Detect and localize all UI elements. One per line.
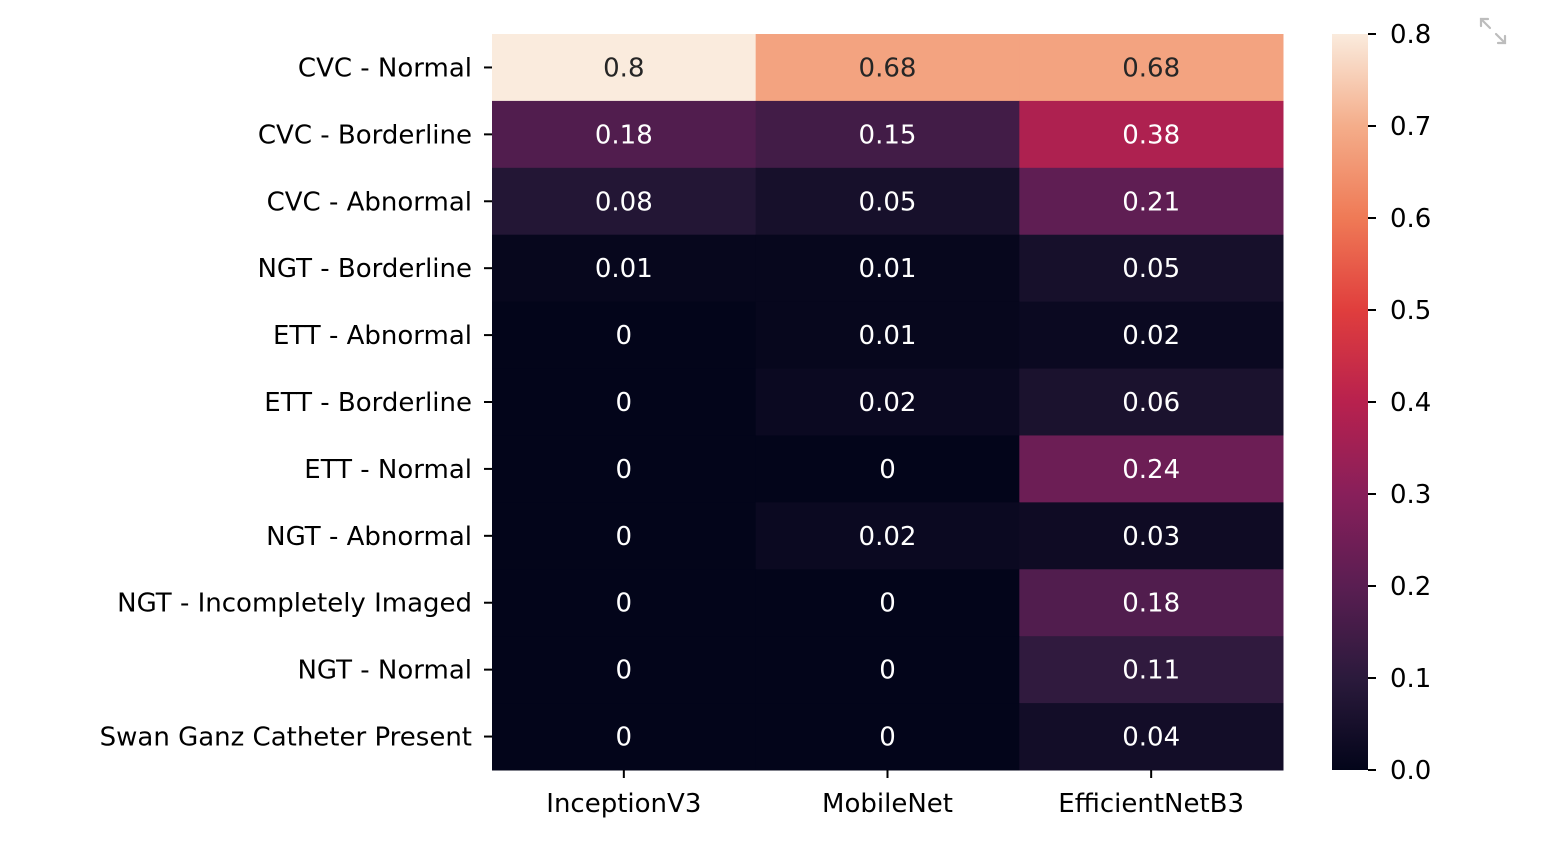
cell-value-label: 0.01 xyxy=(859,321,917,351)
cell-value-label: 0 xyxy=(616,455,633,485)
heatmap-cell xyxy=(1019,368,1284,436)
cell-value-label: 0.02 xyxy=(1122,321,1180,351)
heatmap-cell xyxy=(1019,435,1284,503)
y-tick-label: NGT - Abnormal xyxy=(266,522,472,552)
cell-value-label: 0.02 xyxy=(859,388,917,418)
y-tick-label: NGT - Borderline xyxy=(257,254,472,284)
heatmap-cell xyxy=(755,636,1020,704)
heatmap-cell xyxy=(492,234,757,303)
y-tick-label: ETT - Borderline xyxy=(264,388,472,418)
cell-value-label: 0.08 xyxy=(595,187,653,217)
cell-value-label: 0.04 xyxy=(1122,723,1180,753)
colorbar-tick-label: 0.5 xyxy=(1390,296,1431,326)
y-tick-label: NGT - Normal xyxy=(297,656,472,686)
cell-value-label: 0.68 xyxy=(1122,53,1180,83)
heatmap-cell xyxy=(492,502,757,570)
colorbar-tick-label: 0.6 xyxy=(1390,204,1431,234)
heatmap-cell xyxy=(492,435,757,503)
heatmap-cell xyxy=(755,234,1020,303)
heatmap-cell xyxy=(492,569,757,637)
x-tick-label: MobileNet xyxy=(822,789,953,819)
heatmap-cell xyxy=(492,301,757,370)
cell-value-label: 0 xyxy=(616,388,633,418)
heatmap-cell xyxy=(1019,703,1284,771)
colorbar-gradient xyxy=(1332,34,1368,770)
x-tick-label: EfficientNetB3 xyxy=(1058,789,1244,819)
heatmap-cell xyxy=(755,569,1020,637)
cell-value-label: 0.02 xyxy=(859,522,917,552)
cell-value-label: 0.03 xyxy=(1122,522,1180,552)
heatmap-cell xyxy=(492,100,757,169)
heatmap-cell xyxy=(1019,301,1284,370)
heatmap-cell xyxy=(755,34,1020,102)
heatmap-cell xyxy=(1019,34,1284,102)
cell-value-label: 0.01 xyxy=(859,254,917,284)
heatmap-cells xyxy=(492,34,1284,771)
cell-value-label: 0 xyxy=(616,522,633,552)
cell-value-label: 0.11 xyxy=(1122,656,1180,686)
heatmap-cell xyxy=(1019,167,1284,236)
cell-value-label: 0.01 xyxy=(595,254,653,284)
heatmap-cell xyxy=(1019,636,1284,704)
y-tick-label: ETT - Abnormal xyxy=(273,321,472,351)
cell-value-label: 0 xyxy=(879,455,896,485)
colorbar-tick-label: 0.7 xyxy=(1390,112,1431,142)
heatmap-cell xyxy=(492,34,757,102)
colorbar-tick-label: 0.3 xyxy=(1390,480,1431,510)
y-tick-label: ETT - Normal xyxy=(304,455,472,485)
heatmap-cell xyxy=(492,636,757,704)
heatmap-cell xyxy=(755,167,1020,236)
x-tick-label: InceptionV3 xyxy=(546,789,701,819)
y-tick-label: CVC - Abnormal xyxy=(267,187,472,217)
heatmap-cell xyxy=(1019,569,1284,637)
expand-icon[interactable] xyxy=(1476,14,1510,48)
cell-value-label: 0.21 xyxy=(1122,187,1180,217)
cell-value-label: 0.15 xyxy=(859,120,917,150)
cell-value-label: 0.68 xyxy=(859,53,917,83)
colorbar-tick-label: 0.0 xyxy=(1390,756,1431,786)
heatmap-cell xyxy=(1019,100,1284,169)
y-tick-label: Swan Ganz Catheter Present xyxy=(100,723,472,753)
cell-value-label: 0 xyxy=(879,656,896,686)
heatmap-cell xyxy=(755,435,1020,503)
cell-value-label: 0 xyxy=(616,656,633,686)
heatmap-cell xyxy=(755,301,1020,370)
colorbar-tick-label: 0.2 xyxy=(1390,572,1431,602)
colorbar-tick-label: 0.1 xyxy=(1390,664,1431,694)
heatmap-cell xyxy=(492,703,757,771)
heatmap-cell xyxy=(1019,234,1284,303)
cell-value-label: 0.38 xyxy=(1122,120,1180,150)
y-tick-label: CVC - Normal xyxy=(298,53,472,83)
heatmap-cell xyxy=(755,368,1020,436)
heatmap-cell xyxy=(755,502,1020,570)
cell-value-label: 0.05 xyxy=(1122,254,1180,284)
cell-value-label: 0 xyxy=(616,723,633,753)
cell-value-label: 0.8 xyxy=(603,53,644,83)
cell-value-label: 0 xyxy=(879,589,896,619)
y-tick-label: CVC - Borderline xyxy=(258,120,472,150)
cell-value-label: 0.18 xyxy=(595,120,653,150)
heatmap-cell xyxy=(755,703,1020,771)
cell-value-label: 0 xyxy=(616,321,633,351)
heatmap-cell xyxy=(755,100,1020,169)
x-axis: InceptionV3 MobileNet EfficientNetB3 xyxy=(546,770,1244,819)
cell-value-label: 0.18 xyxy=(1122,589,1180,619)
colorbar-tick-label: 0.4 xyxy=(1390,388,1431,418)
y-axis: CVC - Normal CVC - Borderline CVC - Abnorm… xyxy=(100,53,492,753)
cell-value-label: 0.05 xyxy=(859,187,917,217)
heatmap-cell xyxy=(492,167,757,236)
y-tick-label: NGT - Incompletely Imaged xyxy=(117,589,472,619)
heatmap-cell xyxy=(1019,502,1284,570)
heatmap-cell xyxy=(492,368,757,436)
cell-value-label: 0 xyxy=(879,723,896,753)
cell-value-label: 0.24 xyxy=(1122,455,1180,485)
cell-value-label: 0.06 xyxy=(1122,388,1180,418)
cell-value-label: 0 xyxy=(616,589,633,619)
cell-annotations: 0.8 0.68 0.68 0.18 0.15 0.38 0.08 0.05 0.21 0.01 0… xyxy=(595,53,1180,752)
colorbar-tick-label: 0.8 xyxy=(1390,20,1431,50)
colorbar: 0.0 0.1 0.2 0.3 0.4 0.5 0.6 0.7 0.8 xyxy=(1332,20,1431,786)
